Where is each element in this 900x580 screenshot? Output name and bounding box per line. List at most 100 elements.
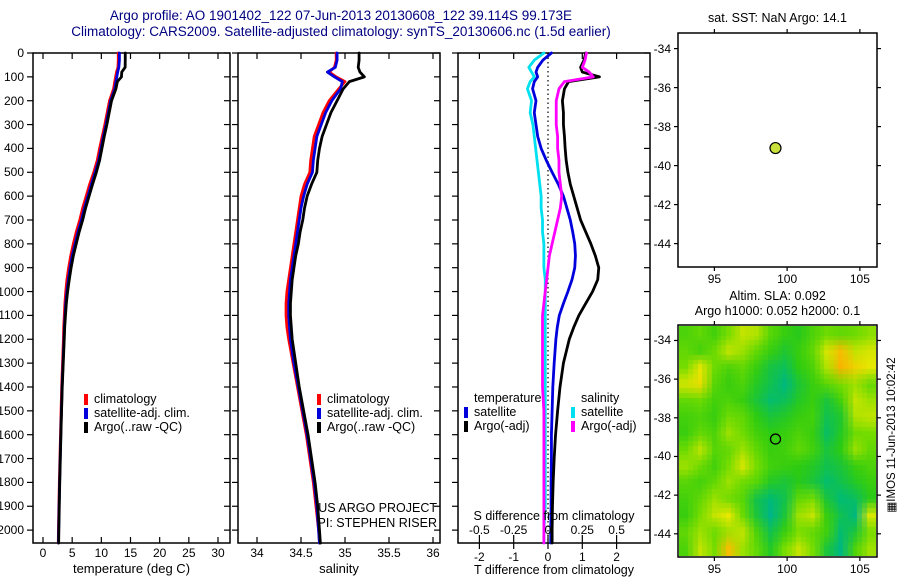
panel-box (677, 32, 878, 268)
legend-item: Argo(-adj) (464, 419, 541, 433)
tick-label: -38 (653, 119, 671, 134)
tick-label: -44 (653, 236, 671, 251)
profile-curve (287, 51, 344, 545)
tick-label: -42 (653, 488, 671, 503)
tick-label: 0 (39, 546, 47, 560)
tick-label: 1400 (0, 379, 24, 394)
tick-label: 1200 (0, 332, 24, 347)
sla-heatmap (679, 326, 876, 556)
tick-label: -0.25 (500, 523, 528, 537)
project-annotation-line1: US ARGO PROJECT (318, 501, 437, 515)
tick-label: 1100 (0, 308, 24, 323)
tick-label: -44 (653, 526, 671, 541)
tick-label: -34 (653, 333, 671, 348)
profile-curve (541, 51, 595, 545)
legend-label: climatology (327, 392, 390, 406)
legend-item: satellite (464, 405, 541, 419)
tick-label: 400 (3, 141, 24, 156)
legend-label: Argo(-adj) (581, 419, 637, 433)
sla-map-title-line1: Altim. SLA: 0.092 (729, 289, 826, 303)
tick-label: 0.5 (608, 523, 625, 537)
legend-marker-t-argo (464, 420, 468, 432)
legend-salinity-panel: climatology satellite-adj. clim. Argo(..… (317, 392, 423, 434)
legend-item: Argo(-adj) (571, 419, 637, 433)
s-difference-axis-label: S difference from climatology (473, 509, 635, 523)
legend-label: satellite-adj. clim. (94, 406, 190, 420)
tick-label: 1 (578, 550, 586, 564)
legend-item: climatology (84, 392, 190, 406)
temperature-axis-label: temperature (deg C) (72, 561, 191, 576)
legend-label: climatology (94, 392, 157, 406)
panel-box (457, 52, 651, 544)
tick-label: 105 (849, 272, 870, 286)
tick-label: 900 (3, 260, 24, 275)
legend-marker-argo (317, 421, 321, 433)
tick-label: 95 (707, 272, 722, 286)
tick-label: -2 (474, 550, 485, 564)
legend-label: satellite (474, 405, 517, 419)
tick-label: 5 (68, 546, 76, 560)
salinity-axis-label: salinity (319, 561, 359, 576)
tick-label: 800 (3, 236, 24, 251)
profile-curve (550, 51, 601, 545)
legend-marker-t-satellite (464, 406, 468, 418)
tick-label: 300 (3, 117, 24, 132)
tick-label: 35 (338, 546, 352, 560)
tick-label: 600 (3, 189, 24, 204)
float-position-marker (769, 433, 782, 445)
legend-header-temperature: temperature (474, 391, 542, 405)
tick-label: 1500 (0, 403, 24, 418)
profile-curve (531, 51, 577, 545)
tick-label: 0.25 (570, 523, 594, 537)
legend-item: satellite-adj. clim. (317, 406, 423, 420)
tick-label: 1600 (0, 427, 24, 442)
t-difference-axis-label: T difference from climatology (473, 563, 635, 577)
tick-label: 1800 (0, 475, 24, 490)
tick-label: 100 (777, 272, 798, 286)
legend-marker-argo (84, 421, 88, 433)
legend-label: Argo(..raw -QC) (327, 420, 416, 434)
legend-label: Argo(-adj) (474, 419, 530, 433)
tick-label: 34.5 (289, 546, 313, 560)
legend-item: Argo(..raw -QC) (317, 420, 423, 434)
tick-label: 34 (250, 546, 264, 560)
figure-subtitle: Climatology: CARS2009. Satellite-adjuste… (71, 24, 611, 39)
profile-curve (289, 51, 366, 545)
tick-label: -42 (653, 197, 671, 212)
tick-label: 500 (3, 165, 24, 180)
tick-label: 105 (849, 562, 870, 576)
tick-label: 1700 (0, 451, 24, 466)
legend-label: satellite-adj. clim. (327, 406, 423, 420)
tick-label: 100 (3, 69, 24, 84)
legend-diff-temperature: temperature satellite Argo(-adj) (464, 391, 541, 433)
legend-header-salinity: salinity (581, 391, 620, 405)
tick-label: 100 (777, 562, 798, 576)
tick-label: -36 (653, 80, 671, 95)
tick-label: 1300 (0, 356, 24, 371)
tick-label: 95 (707, 562, 722, 576)
imos-watermark: ▦IMOS 11-Jun-2013 10:02:42 (886, 357, 898, 513)
tick-label: 2000 (0, 523, 24, 538)
tick-label: -40 (653, 449, 671, 464)
tick-label: 700 (3, 212, 24, 227)
tick-label: 1900 (0, 499, 24, 514)
legend-diff-salinity: salinity satellite Argo(-adj) (571, 391, 637, 433)
tick-label: 25 (182, 546, 196, 560)
sst-map-title: sat. SST: NaN Argo: 14.1 (708, 11, 847, 25)
figure-title: Argo profile: AO 1901402_122 07-Jun-2013… (109, 8, 573, 23)
sla-map-title-line2: Argo h1000: 0.052 h2000: 0.1 (694, 304, 861, 318)
legend-item: satellite (571, 405, 637, 419)
tick-label: 36 (426, 546, 440, 560)
legend-marker-s-argo (571, 420, 575, 432)
tick-label: 30 (211, 546, 225, 560)
tick-label: -38 (653, 410, 671, 425)
tick-label: 200 (3, 93, 24, 108)
legend-label: Argo(..raw -QC) (94, 420, 183, 434)
tick-label: 1000 (0, 284, 24, 299)
float-position-marker (769, 141, 782, 155)
legend-marker-satellite-adj (317, 407, 321, 419)
tick-label: 10 (94, 546, 109, 560)
tick-label: 2 (613, 550, 620, 564)
